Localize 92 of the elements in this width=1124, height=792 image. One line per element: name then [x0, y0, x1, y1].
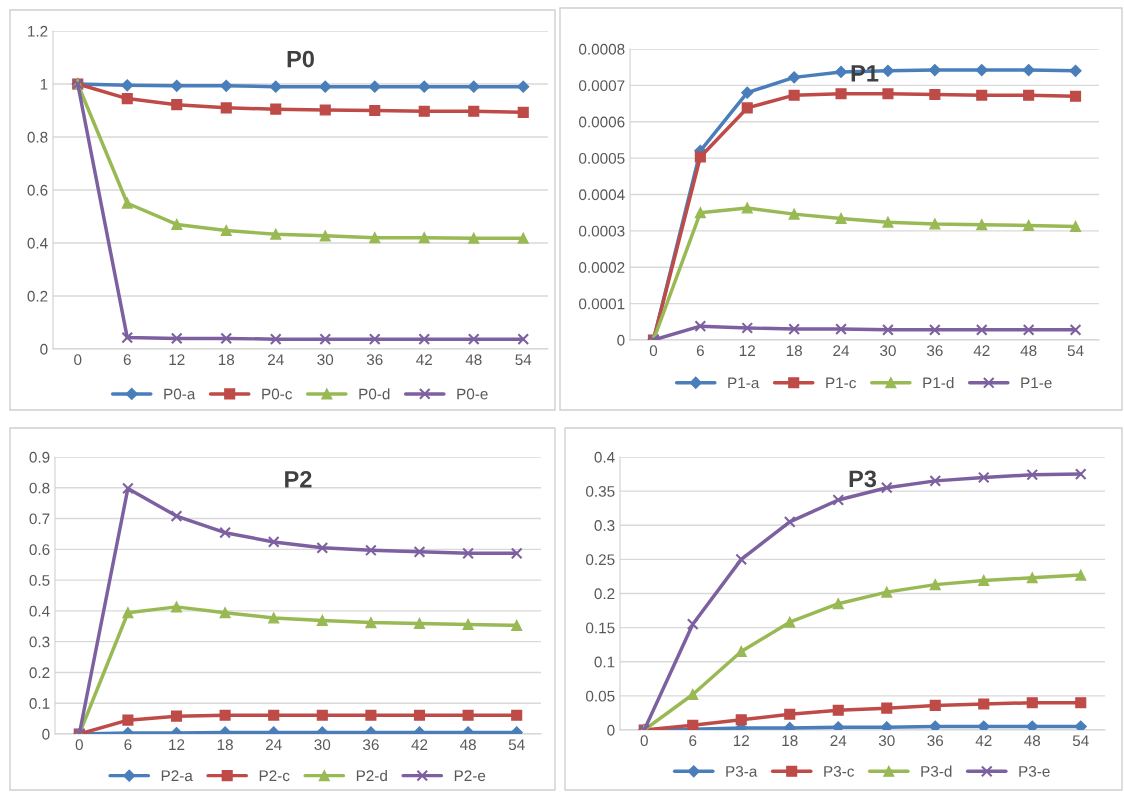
x-tick-label: 54 [515, 354, 532, 366]
x-tick-label: 30 [317, 354, 334, 366]
x-tick-label: 0 [75, 739, 83, 751]
y-tick-label: 1.2 [28, 25, 48, 37]
y-tick-label: 0.1 [594, 656, 615, 668]
y-tick-label: 1 [40, 79, 48, 90]
y-tick-label: 0.8 [29, 482, 50, 494]
legend-label: P2-d [356, 769, 387, 782]
legend-label: P2-a [161, 770, 193, 782]
x-tick-label: 36 [362, 739, 379, 751]
y-tick-label: 0.8 [27, 131, 48, 143]
legend-label: P1-a [728, 377, 760, 389]
y-tick-label: 0.0007 [579, 80, 625, 92]
y-tick-label: 0.7 [29, 513, 50, 525]
x-tick-label: 54 [1072, 735, 1089, 747]
legend-label: P0-c [262, 388, 293, 400]
x-tick-label: 54 [1067, 345, 1084, 357]
x-tick-label: 42 [416, 354, 432, 365]
x-tick-label: 24 [265, 739, 282, 750]
legend-label: P0-d [359, 388, 390, 400]
x-tick-label: 12 [169, 739, 185, 750]
y-tick-label: 0.15 [586, 622, 615, 634]
y-tick-label: 0.0005 [579, 152, 625, 164]
x-tick-label: 30 [880, 345, 896, 357]
y-tick-label: 0.2 [29, 667, 50, 679]
x-tick-label: 18 [217, 739, 233, 751]
x-tick-label: 0 [649, 345, 658, 357]
x-tick-label: 42 [411, 739, 428, 750]
chart-title: P3 [849, 470, 877, 488]
legend-label: P3-c [824, 765, 855, 777]
y-tick-label: 0.4 [594, 451, 615, 463]
x-tick-label: 30 [878, 735, 895, 747]
x-tick-label: 48 [1024, 735, 1041, 747]
x-tick-label: 18 [782, 735, 798, 747]
legend-label: P1-c [826, 377, 857, 389]
x-tick-label: 36 [366, 354, 383, 366]
y-tick-label: 0.0003 [579, 225, 625, 237]
y-tick-label: 0.05 [586, 690, 615, 702]
y-tick-label: 0.9 [29, 451, 50, 463]
x-tick-label: 6 [124, 739, 132, 751]
text: P0 [287, 50, 314, 68]
y-tick-label: 0.0001 [579, 298, 625, 310]
legend-label: P2-e [454, 770, 486, 782]
y-tick-label: 0.5 [29, 574, 50, 586]
x-tick-label: 30 [314, 739, 331, 751]
x-tick-label: 54 [508, 739, 525, 751]
legend-label: P3-a [726, 765, 758, 777]
legend-label: P1-d [923, 377, 954, 389]
legend-label: P1-e [1021, 377, 1052, 389]
y-tick-label: 0.2 [594, 588, 615, 600]
legend-label: P3-e [1019, 765, 1050, 777]
y-tick-label: 0.4 [27, 237, 48, 249]
legend-label: P2-c [259, 770, 290, 782]
x-tick-label: 6 [123, 354, 131, 366]
x-tick-label: 36 [927, 735, 944, 747]
y-tick-label: 0 [607, 724, 615, 736]
y-tick-label: 0.6 [27, 184, 48, 196]
x-tick-label: 0 [74, 354, 82, 366]
y-tick-label: 0.6 [29, 544, 50, 556]
x-tick-label: 18 [786, 345, 802, 357]
x-tick-label: 24 [268, 354, 284, 365]
x-tick-label: 36 [926, 345, 943, 357]
x-tick-label: 48 [1020, 345, 1037, 357]
x-tick-label: 12 [733, 735, 749, 746]
chart-title: P2 [285, 470, 312, 488]
y-tick-label: 0.3 [594, 520, 615, 531]
x-tick-label: 48 [465, 354, 482, 366]
x-tick-label: 0 [640, 735, 648, 747]
legend-label: P3-d [921, 765, 952, 777]
y-tick-label: 0.3 [29, 636, 50, 648]
y-tick-label: 0.35 [586, 485, 615, 497]
legend-label: P0-a [164, 388, 196, 400]
y-tick-label: 0 [617, 334, 625, 346]
y-tick-label: 0.4 [29, 605, 50, 617]
y-tick-label: 0.0002 [579, 262, 625, 273]
legend-label: P0-e [457, 388, 488, 400]
x-tick-label: 42 [975, 735, 992, 746]
y-tick-label: 0.25 [586, 554, 615, 566]
x-tick-label: 48 [459, 739, 476, 751]
y-tick-label: 0.0006 [579, 116, 625, 128]
x-tick-label: 6 [696, 345, 704, 357]
x-tick-label: 12 [739, 345, 755, 356]
y-tick-label: 0.1 [29, 698, 50, 709]
x-tick-label: 24 [833, 345, 850, 356]
x-tick-label: 24 [830, 735, 847, 746]
x-tick-label: 18 [218, 354, 235, 366]
y-tick-label: 0.0008 [579, 43, 625, 55]
x-tick-label: 12 [169, 354, 185, 365]
x-tick-label: 42 [973, 345, 990, 356]
y-tick-label: 0.2 [27, 290, 48, 302]
y-tick-label: 0.0004 [579, 189, 625, 201]
x-tick-label: 6 [689, 735, 697, 747]
